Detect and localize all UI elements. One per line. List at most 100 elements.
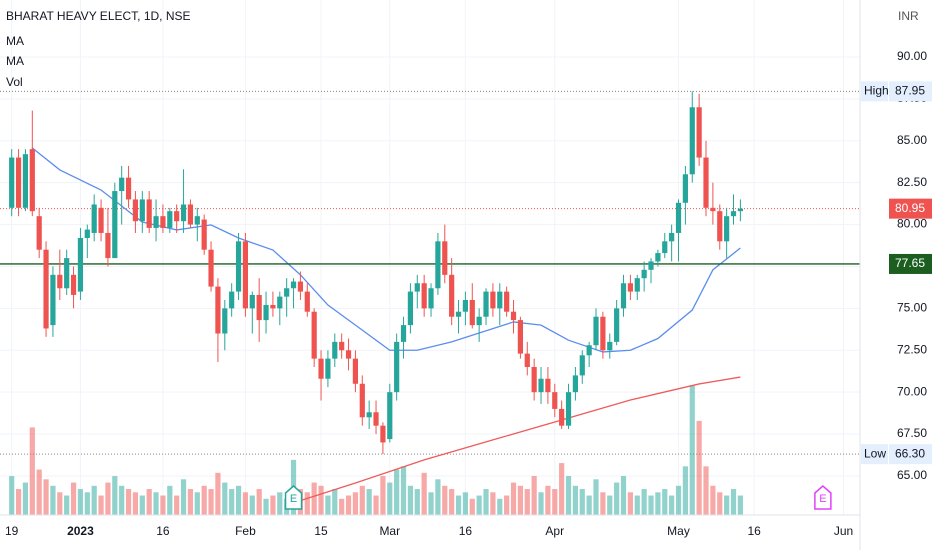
- volume-bar: [43, 479, 49, 515]
- candle-body: [70, 274, 77, 295]
- candle-body: [270, 305, 276, 309]
- volume-bar: [394, 469, 400, 515]
- candle-body: [311, 311, 317, 359]
- volume-bar: [180, 479, 187, 515]
- volume-bar: [669, 495, 675, 515]
- candle-body: [153, 216, 159, 228]
- high-value: 87.95: [895, 84, 925, 98]
- volume-bar: [160, 495, 166, 515]
- candle-body: [476, 316, 482, 326]
- volume-bar: [311, 482, 317, 515]
- candle-body: [703, 157, 709, 208]
- volume-bar: [57, 492, 63, 515]
- candle-body: [710, 207, 716, 212]
- volume-bar: [174, 495, 180, 515]
- volume-bar: [146, 489, 152, 515]
- volume-bar: [84, 492, 90, 515]
- volume-bar: [627, 492, 633, 515]
- volume-bar: [36, 469, 42, 515]
- volume-bar: [373, 495, 379, 515]
- volume-bar: [70, 482, 77, 515]
- volume-bar: [345, 495, 352, 515]
- low-label-box: [861, 444, 888, 465]
- candle-body: [125, 177, 132, 200]
- candle-body: [600, 316, 606, 351]
- candle-body: [235, 241, 242, 292]
- legend-ma: MA: [6, 34, 24, 48]
- volume-bar: [724, 495, 730, 515]
- currency: INR: [898, 9, 919, 23]
- x-tick-label: Mar: [379, 524, 400, 538]
- volume-bar: [524, 489, 530, 515]
- candle-body: [84, 229, 90, 238]
- volume-bar: [538, 492, 544, 515]
- volume-bar: [270, 495, 276, 515]
- y-tick-label: 80.00: [897, 217, 927, 231]
- x-tick-label: 16: [459, 524, 473, 538]
- candle-body: [531, 367, 537, 393]
- candle-body: [180, 204, 187, 222]
- candle-body: [483, 291, 489, 317]
- y-tick-label: 67.50: [897, 426, 927, 440]
- y-tick-label: 72.50: [897, 342, 927, 356]
- candle-body: [215, 286, 221, 334]
- candle-body: [91, 204, 97, 233]
- volume-bar: [132, 492, 139, 515]
- volume-bar: [91, 485, 97, 515]
- candle-body: [290, 281, 297, 289]
- event-label: E: [819, 493, 826, 505]
- candle-body: [634, 278, 640, 292]
- x-tick-label: 15: [314, 524, 328, 538]
- volume-bar: [387, 482, 393, 515]
- volume-bar: [607, 495, 613, 515]
- event-marker: [284, 485, 303, 510]
- volume-bar: [428, 492, 434, 515]
- volume-bar: [15, 489, 22, 515]
- candle-body: [43, 249, 49, 329]
- candle-body: [380, 425, 386, 443]
- volume-bar: [531, 476, 537, 515]
- volume-bar: [737, 495, 743, 515]
- volume-bar: [318, 485, 324, 515]
- candle-body: [593, 316, 599, 346]
- candle-body: [572, 375, 578, 393]
- x-tick-label: 16: [156, 524, 170, 538]
- volume-bar: [490, 492, 496, 515]
- volume-bar: [256, 489, 262, 515]
- volume-bar: [648, 495, 654, 515]
- candle-body: [167, 211, 173, 228]
- y-tick-label: 90.00: [897, 49, 927, 63]
- volume-bar: [222, 482, 228, 515]
- candle-body: [504, 291, 510, 312]
- candle-body: [449, 274, 455, 317]
- x-tick-label: May: [667, 524, 690, 538]
- candle-body: [669, 232, 675, 242]
- volume-bar: [675, 485, 682, 515]
- candle-body: [730, 211, 737, 217]
- candle-body: [139, 199, 145, 222]
- candle-body: [524, 353, 530, 368]
- volume-bar: [29, 427, 35, 515]
- last-price: 80.95: [895, 201, 925, 215]
- volume-bar: [235, 485, 242, 515]
- candle-body: [64, 258, 70, 289]
- candle-body: [222, 308, 228, 334]
- candle-body: [29, 149, 35, 212]
- candle-body: [50, 274, 56, 326]
- volume-bar: [208, 489, 214, 515]
- candle-body: [737, 208, 743, 212]
- volume-bar: [139, 495, 145, 515]
- candle-body: [442, 241, 448, 275]
- candle-body: [359, 383, 365, 418]
- candle-body: [277, 296, 283, 309]
- high-label-box: [861, 81, 888, 102]
- volume-bar: [469, 498, 475, 515]
- candle-body: [112, 191, 118, 259]
- candle-body: [552, 392, 558, 409]
- volume-bar: [125, 489, 132, 515]
- volume-bar: [696, 420, 702, 515]
- volume-bar: [641, 489, 647, 515]
